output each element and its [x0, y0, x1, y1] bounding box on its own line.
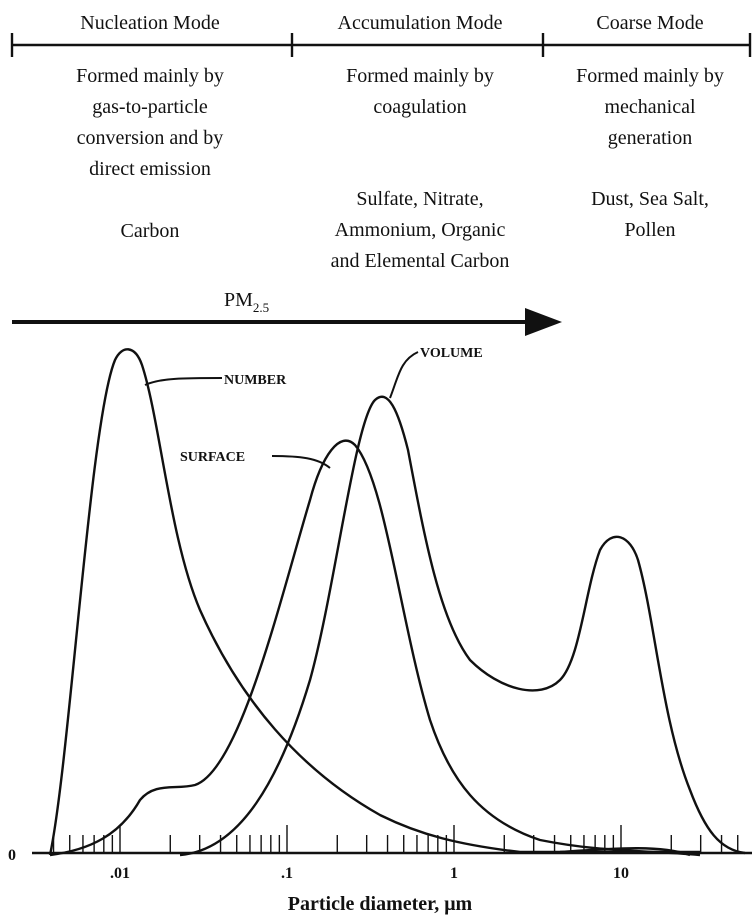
- mode-description: gas-to-particle: [92, 96, 208, 118]
- mode-ruler: [10, 33, 752, 57]
- mode-description: Formed mainly by: [346, 65, 494, 87]
- mode-composition: Dust, Sea Salt,: [591, 188, 709, 210]
- volume-label: VOLUME: [420, 346, 483, 361]
- number-label: NUMBER: [224, 373, 287, 388]
- volume-curve: [179, 395, 746, 857]
- mode-description: mechanical: [604, 96, 695, 118]
- mode-composition: and Elemental Carbon: [331, 250, 510, 272]
- mode-composition: Carbon: [121, 220, 180, 242]
- axis-title: Particle diameter, μm: [288, 893, 473, 915]
- tick-label: 10: [613, 865, 629, 882]
- surface-curve: [49, 439, 701, 857]
- mode-description: generation: [608, 127, 692, 149]
- tick-label: .01: [110, 865, 130, 882]
- mode-description: direct emission: [89, 158, 211, 180]
- origin-label: 0: [8, 847, 16, 864]
- mode-title: Coarse Mode: [596, 12, 703, 34]
- mode-title: Nucleation Mode: [80, 12, 220, 34]
- surface-label: SURFACE: [180, 450, 245, 465]
- pm-arrowhead: [525, 308, 562, 336]
- leader-lines: [144, 351, 419, 469]
- number-curve: [48, 348, 700, 856]
- tick-label: .1: [281, 865, 293, 882]
- mode-title: Accumulation Mode: [338, 12, 503, 34]
- pm-sub: 2.5: [253, 300, 269, 315]
- mode-description: conversion and by: [77, 127, 224, 149]
- mode-composition: Pollen: [624, 219, 675, 241]
- mode-composition: Sulfate, Nitrate,: [356, 188, 483, 210]
- mode-description: Formed mainly by: [576, 65, 724, 87]
- mode-description: coagulation: [373, 96, 466, 118]
- tick-label: 1: [450, 865, 458, 882]
- axis-ticks: [52, 825, 739, 853]
- mode-description: Formed mainly by: [76, 65, 224, 87]
- mode-composition: Ammonium, Organic: [335, 219, 506, 241]
- pm-main: PM: [224, 289, 253, 311]
- pm-label: PM2.5: [224, 289, 269, 315]
